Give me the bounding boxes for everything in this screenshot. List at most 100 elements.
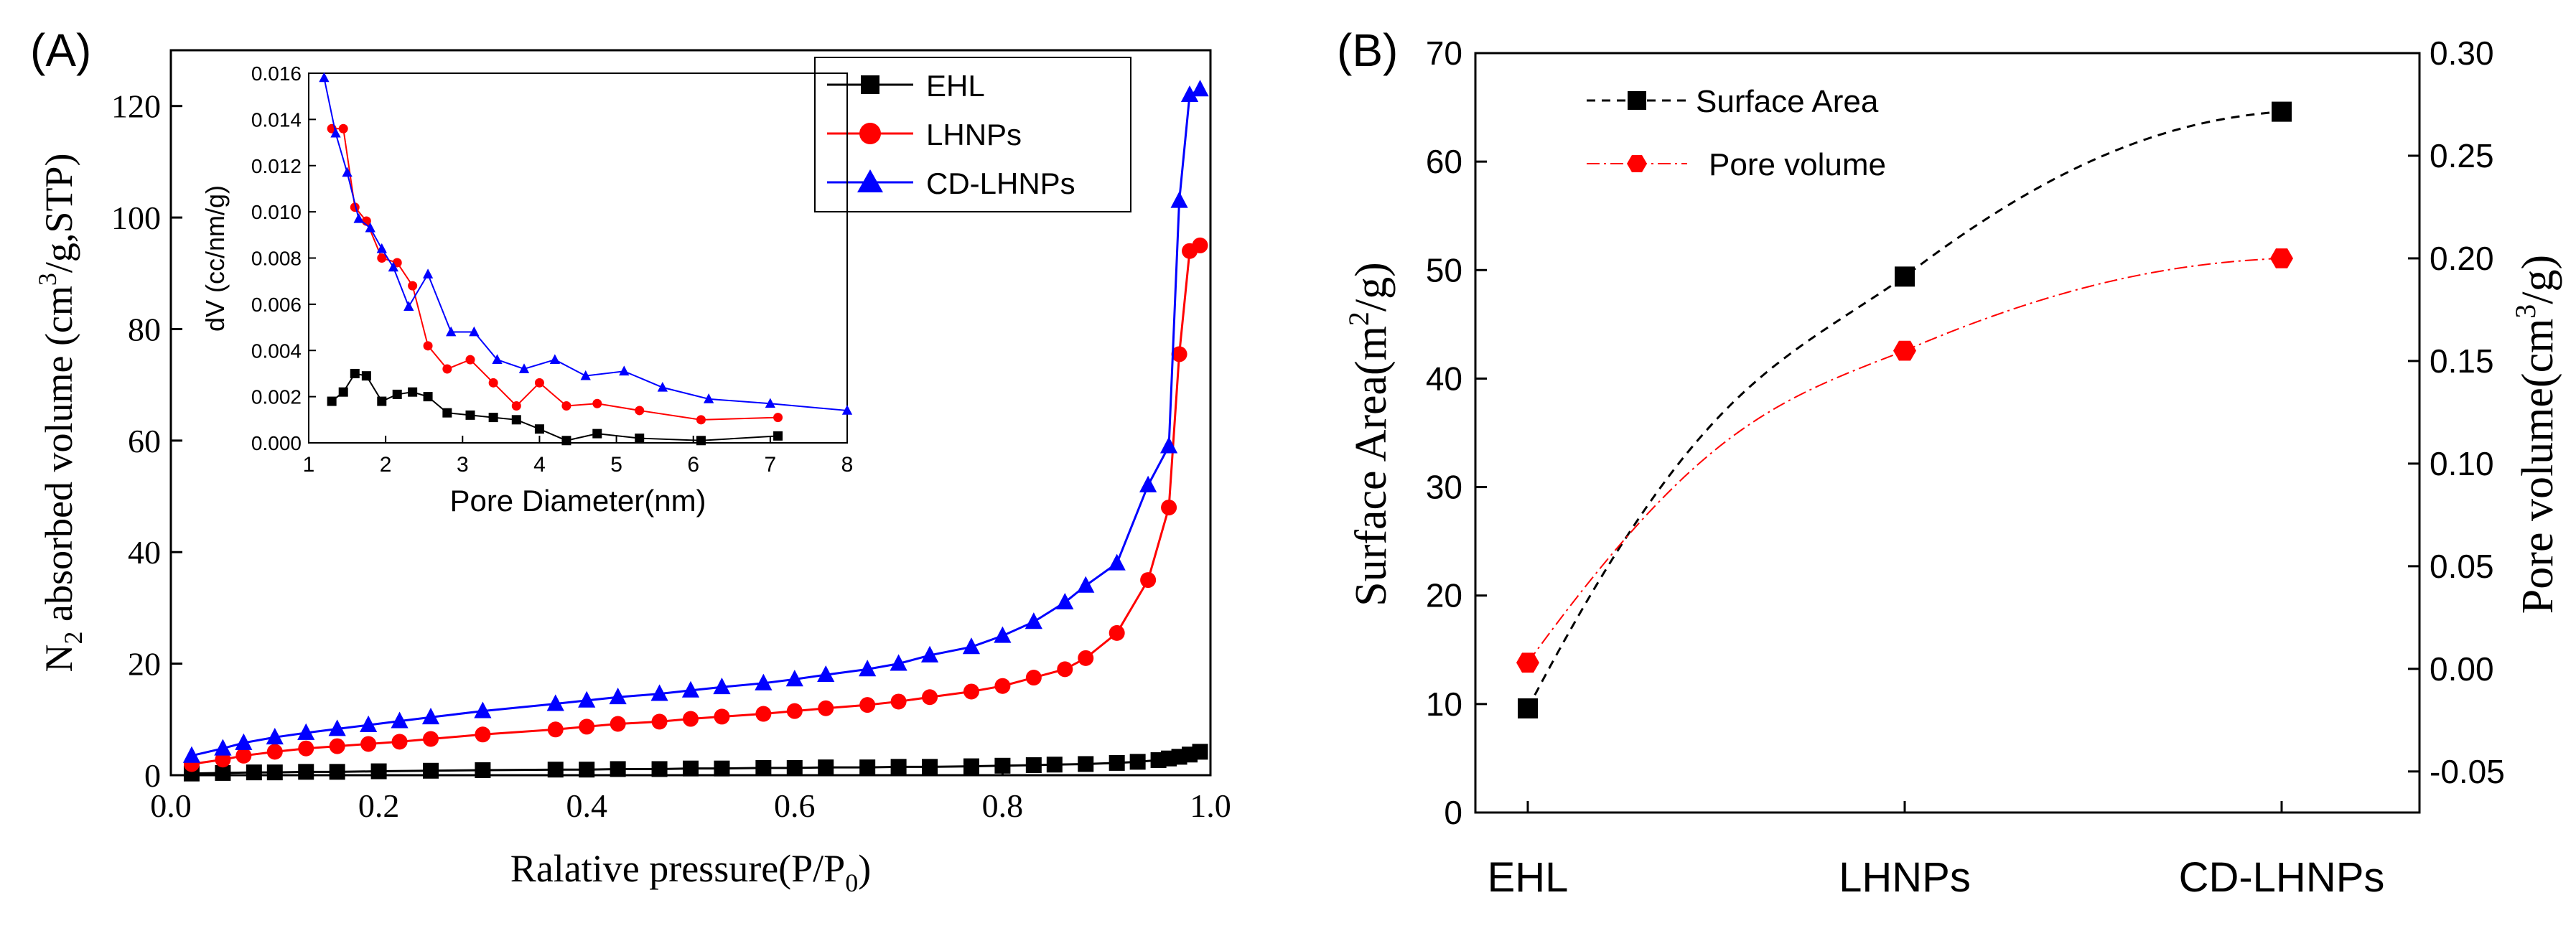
inset-data-point-lhnps	[592, 398, 602, 408]
inset-x-tick-label: 5	[610, 453, 622, 477]
data-point-ehl	[329, 764, 345, 780]
inset-data-point-ehl	[635, 434, 645, 444]
legend-label-surface-area: Surface Area	[1696, 84, 1879, 119]
panel-b-right-y-axis-label: Pore volume(cm3/g)	[2509, 255, 2562, 614]
data-point-cd-lhnps	[785, 670, 803, 687]
inset-data-point-lhnps	[465, 355, 475, 365]
inset-data-point-cd-lhnps	[518, 363, 530, 373]
data-point-pore-volume	[1893, 340, 1916, 361]
data-point-lhnps	[922, 689, 938, 706]
data-point-ehl	[963, 758, 979, 774]
inset-data-point-cd-lhnps	[703, 393, 714, 403]
data-point-ehl	[714, 760, 730, 777]
panel-a-legend: EHL LHNPs CD-LHNPs	[814, 57, 1131, 212]
inset-x-tick-label: 2	[380, 453, 392, 477]
panel-a-y-ticks: 0 20 40 60 80 100 120	[111, 88, 182, 794]
data-point-lhnps	[475, 726, 491, 743]
series-line-surface-area	[1526, 111, 2282, 709]
inset-data-point-ehl	[488, 413, 498, 423]
inset-data-point-cd-lhnps	[422, 268, 434, 278]
x-tick-label: 0.8	[982, 787, 1024, 824]
inset-y-tick-label: 0.006	[251, 294, 302, 316]
panel-b-series	[1516, 101, 2293, 718]
data-point-ehl	[215, 764, 231, 781]
left-y-tick-label: 10	[1426, 685, 1462, 723]
inset-data-point-cd-lhnps	[388, 261, 399, 272]
data-point-cd-lhnps	[1056, 592, 1074, 610]
data-point-ehl	[423, 762, 439, 779]
data-point-ehl	[1025, 757, 1042, 774]
inset-data-point-cd-lhnps	[403, 301, 414, 311]
panel-a-x-ticks: 0.0 0.2 0.4 0.6 0.8 1.0	[150, 764, 1231, 824]
data-point-lhnps	[683, 711, 699, 727]
data-point-cd-lhnps	[235, 733, 253, 750]
data-point-ehl	[266, 764, 283, 781]
inset-data-point-lhnps	[338, 123, 348, 134]
inset-y-tick-label: 0.014	[251, 108, 302, 131]
inset-data-point-cd-lhnps	[841, 405, 853, 415]
inset-data-point-ehl	[408, 387, 418, 397]
panel-b-x-ticks: EHL LHNPs CD-LHNPs	[1488, 801, 2384, 901]
data-point-cd-lhnps	[578, 690, 596, 708]
inset-data-point-ehl	[361, 371, 371, 381]
data-point-lhnps	[859, 697, 876, 713]
left-y-tick-label: 40	[1426, 360, 1462, 397]
legend-label-ehl: EHL	[926, 69, 985, 103]
inset-x-tick-label: 4	[533, 453, 546, 477]
data-point-cd-lhnps	[546, 694, 564, 711]
data-point-pore-volume	[1516, 652, 1539, 673]
y-tick-label: 40	[128, 534, 161, 571]
inset-data-point-cd-lhnps	[657, 381, 668, 392]
inset-data-point-lhnps	[408, 281, 418, 291]
data-point-ehl	[890, 759, 907, 775]
data-point-cd-lhnps	[1170, 191, 1188, 208]
data-point-ehl	[755, 759, 772, 776]
inset-data-point-lhnps	[561, 401, 571, 411]
inset-data-point-ehl	[561, 436, 571, 446]
data-point-cd-lhnps	[755, 673, 773, 690]
data-point-ehl	[246, 764, 262, 781]
panel-b-left-y-ticks: 0 10 20 30 40 50 60 70	[1426, 34, 1487, 831]
inset-data-point-ehl	[392, 389, 402, 399]
inset-data-point-ehl	[696, 436, 706, 446]
data-point-cd-lhnps	[920, 645, 939, 663]
data-point-lhnps	[1192, 237, 1208, 253]
data-point-cd-lhnps	[474, 701, 492, 718]
panel-b-right-y-ticks: -0.05 0.00 0.05 0.10 0.15 0.20 0.25 0.30	[2408, 34, 2505, 790]
inset-data-point-cd-lhnps	[469, 326, 480, 337]
data-point-ehl	[298, 764, 314, 780]
data-point-lhnps	[1057, 661, 1073, 678]
inset-data-point-cd-lhnps	[765, 398, 776, 408]
inset-data-point-ehl	[592, 429, 602, 439]
data-point-cd-lhnps	[1180, 85, 1199, 103]
y-tick-label: 80	[128, 311, 161, 347]
legend-label-cd-lhnps: CD-LHNPs	[926, 167, 1075, 200]
inset-y-tick-label: 0.002	[251, 386, 302, 408]
right-y-tick-label: 0.05	[2430, 548, 2494, 585]
data-point-ehl	[859, 759, 876, 776]
inset-data-point-ehl	[338, 387, 348, 397]
data-point-lhnps	[651, 713, 668, 730]
data-point-surface-area	[1518, 698, 1538, 718]
data-point-cd-lhnps	[890, 654, 907, 671]
inset-data-point-cd-lhnps	[492, 354, 503, 364]
inset-x-ticks: 1 2 3 4 5 6 7 8	[303, 436, 853, 477]
data-point-cd-lhnps	[1139, 475, 1157, 492]
data-point-lhnps	[786, 703, 803, 719]
inset-data-point-ehl	[511, 415, 521, 425]
data-point-ehl	[786, 759, 803, 776]
data-point-lhnps	[714, 708, 730, 725]
inset-data-point-lhnps	[488, 378, 498, 388]
inset-series	[319, 72, 853, 446]
data-point-surface-area	[2272, 101, 2292, 122]
inset-y-tick-label: 0.004	[251, 340, 302, 362]
inset-y-axis-label: dV (cc/nm/g)	[200, 185, 230, 332]
data-point-cd-lhnps	[421, 708, 440, 725]
data-point-cd-lhnps	[994, 626, 1012, 643]
data-point-cd-lhnps	[214, 739, 232, 756]
data-point-lhnps	[547, 721, 564, 738]
inset-y-tick-label: 0.012	[251, 155, 302, 177]
panel-b-legend: Surface Area Pore volume	[1587, 84, 1886, 182]
data-point-cd-lhnps	[681, 680, 700, 698]
inset-data-point-cd-lhnps	[549, 354, 561, 364]
